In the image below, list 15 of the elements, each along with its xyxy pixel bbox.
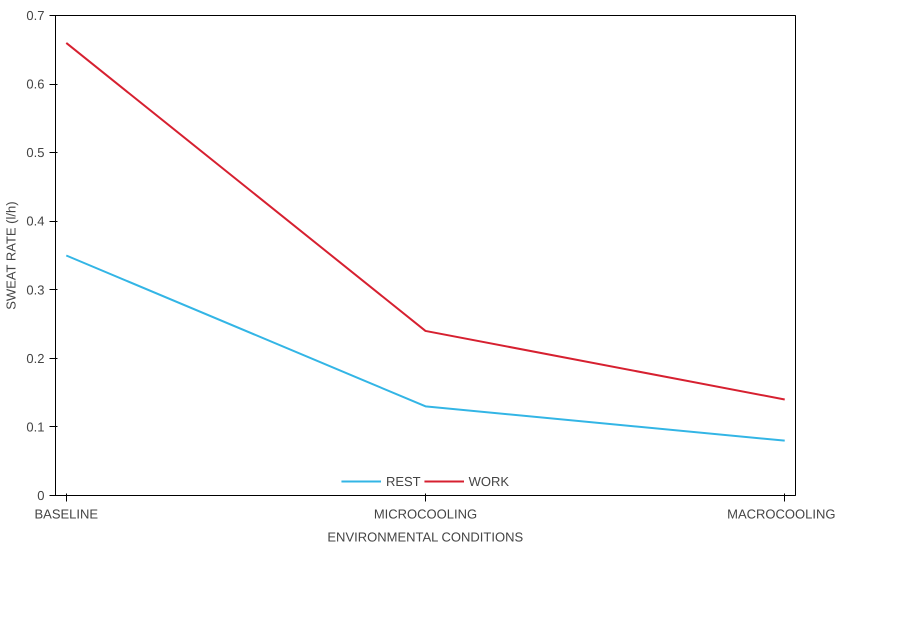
x-tick-label: BASELINE [34,506,98,522]
y-tick-label: 0.7 [26,8,45,23]
x-tick-label: MICROCOOLING [374,506,478,522]
legend-label: REST [386,474,421,488]
y-tick-label: 0 [37,488,45,503]
x-tick-label: MACROCOOLING [727,506,836,522]
y-tick-label: 0.1 [26,419,45,434]
legend-label: WORK [468,474,510,488]
y-axis-title: SWEAT RATE (l/h) [3,201,18,310]
y-tick-label: 0.5 [26,145,45,160]
y-tick-label: 0.3 [26,282,45,298]
y-tick-label: 0.2 [26,350,45,366]
y-tick-label: 0.4 [26,214,45,229]
y-tick-label: 0.6 [26,76,45,92]
x-axis-title: ENVIRONMENTAL CONDITIONS [327,530,524,544]
